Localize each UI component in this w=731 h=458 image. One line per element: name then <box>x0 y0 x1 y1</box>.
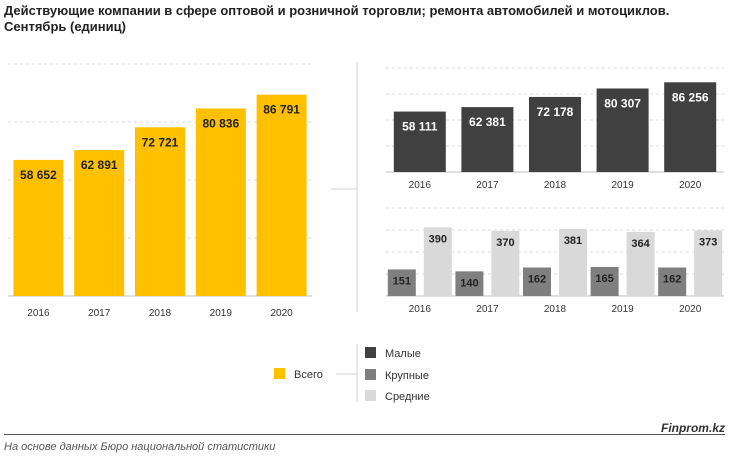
total-chart: 58 652 2016 62 891 2017 72 721 2018 80 836 2019… <box>8 63 312 319</box>
data-label: 72 178 <box>537 105 574 119</box>
data-label: 140 <box>460 277 478 289</box>
x-tick-label: 2019 <box>611 304 634 315</box>
data-label: 162 <box>663 273 681 285</box>
legend-swatch <box>365 347 376 358</box>
data-label: 370 <box>496 237 514 249</box>
bar-medium <box>491 230 520 296</box>
data-label: 58 111 <box>402 120 438 134</box>
bar-total <box>195 108 246 296</box>
bar-medium <box>626 231 655 296</box>
x-tick-label: 2017 <box>476 180 499 191</box>
legend-swatch <box>365 390 376 401</box>
data-label: 390 <box>429 233 447 245</box>
chart-title: Действующие компании в сфере оптовой и р… <box>4 3 724 35</box>
small-companies-chart: 58 111 2016 62 381 2017 72 178 2018 80 307 2019… <box>386 67 724 191</box>
legend: Всего Малые Крупные Средние <box>274 347 430 403</box>
legend-swatch <box>274 368 285 379</box>
x-tick-label: 2018 <box>149 308 172 319</box>
data-label: 72 721 <box>142 135 179 149</box>
data-label: 62 891 <box>81 158 118 172</box>
footer-divider <box>4 434 725 435</box>
x-tick-label: 2017 <box>476 304 499 315</box>
data-label: 151 <box>393 275 411 287</box>
data-label: 58 652 <box>20 168 57 182</box>
source-note: На основе данных Бюро национальной стати… <box>4 441 276 453</box>
chart-title-line1: Действующие компании в сфере оптовой и р… <box>4 3 670 18</box>
data-label: 165 <box>595 273 613 285</box>
large-medium-companies-chart: 151 390 2016 140 370 2017 162 381 2018 165 364 2019… <box>386 207 724 315</box>
x-tick-label: 2018 <box>544 180 567 191</box>
bar-medium <box>423 227 452 296</box>
legend-label: Малые <box>385 348 421 360</box>
bar-large <box>658 267 687 296</box>
bar-small <box>596 88 649 172</box>
data-label: 86 256 <box>672 90 709 104</box>
data-label: 80 836 <box>202 116 239 130</box>
data-label: 80 307 <box>604 96 641 110</box>
bar-medium <box>694 230 723 296</box>
bar-large <box>523 267 551 296</box>
legend-item-medium: Средние <box>365 390 430 403</box>
bar-small <box>529 96 581 172</box>
brand-label: Finprom.kz <box>660 421 725 435</box>
bar-small <box>664 82 717 172</box>
bar-small <box>393 111 446 172</box>
bar-total <box>74 150 125 296</box>
bar-large <box>455 271 484 296</box>
x-tick-label: 2016 <box>409 180 432 191</box>
x-tick-label: 2016 <box>27 308 50 319</box>
chart-title-line2: Сентябрь (единиц) <box>4 19 126 34</box>
x-tick-label: 2019 <box>611 180 634 191</box>
data-label: 373 <box>699 236 717 248</box>
bar-large <box>590 266 619 296</box>
x-tick-label: 2018 <box>544 304 567 315</box>
bar-total <box>135 127 185 296</box>
data-label: 162 <box>528 273 546 285</box>
x-tick-label: 2020 <box>270 308 293 319</box>
legend-item-small: Малые <box>365 347 421 360</box>
bar-medium <box>559 228 587 296</box>
x-tick-label: 2019 <box>210 308 233 319</box>
x-tick-label: 2020 <box>679 304 702 315</box>
data-label: 381 <box>564 235 582 247</box>
legend-item-total: Всего <box>274 368 323 381</box>
legend-swatch <box>365 369 376 380</box>
legend-label: Всего <box>294 369 323 381</box>
x-tick-label: 2016 <box>409 304 432 315</box>
bar-total <box>256 94 307 296</box>
x-tick-label: 2017 <box>88 308 111 319</box>
legend-label: Крупные <box>385 370 429 382</box>
data-label: 86 791 <box>263 103 300 117</box>
separators <box>331 62 358 402</box>
x-tick-label: 2020 <box>679 180 702 191</box>
bar-total <box>13 159 64 296</box>
legend-label: Средние <box>385 391 430 403</box>
data-label: 364 <box>631 238 650 250</box>
legend-item-large: Крупные <box>365 369 429 382</box>
data-label: 62 381 <box>469 115 506 129</box>
bar-small <box>461 107 514 172</box>
bar-large <box>387 269 416 296</box>
